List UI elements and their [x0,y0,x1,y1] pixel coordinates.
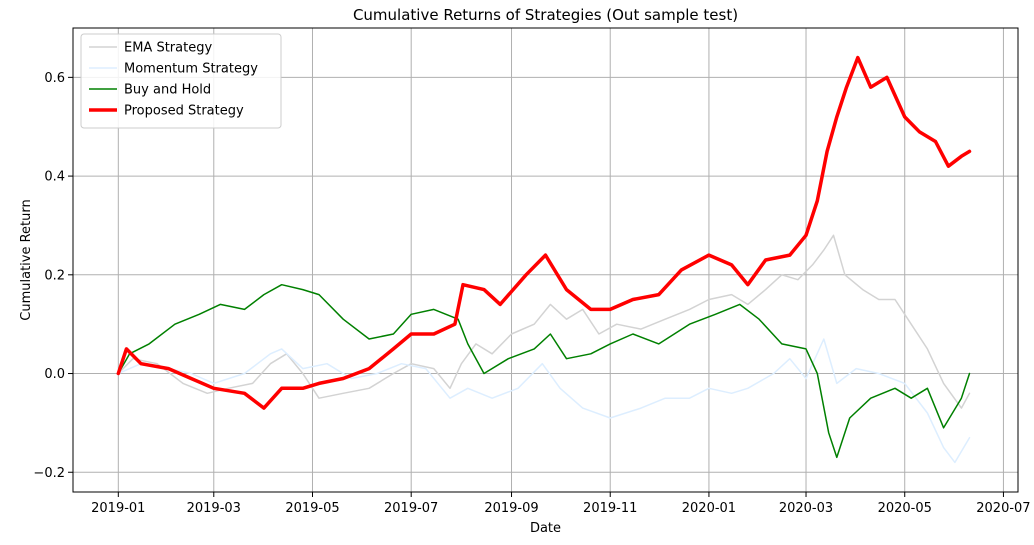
x-tick-label: 2019-01 [91,501,145,516]
x-tick-label: 2020-01 [682,501,736,516]
x-tick-label: 2019-07 [384,501,438,516]
legend-box [80,33,282,129]
legend: EMA Strategy Momentum Strategy Buy and Hol… [80,33,282,129]
series-line-proposed-strategy [116,55,972,410]
y-axis-label: Cumulative Return [19,199,34,320]
x-tick-label: 2020-05 [878,501,932,516]
series-line-momentum-strategy [117,338,971,464]
legend-label: EMA Strategy [124,41,212,56]
legend-label: Momentum Strategy [124,62,258,77]
y-tick-label: 0.4 [44,170,65,185]
series-layer [116,55,972,464]
legend-label: Buy and Hold [124,83,211,98]
x-tick-label: 2019-09 [484,501,538,516]
grid [73,28,1018,492]
x-tick-label: 2020-07 [976,501,1030,516]
x-tick-label: 2020-03 [779,501,833,516]
y-axis: −0.2 0.0 0.2 0.4 0.6 [33,71,73,481]
x-tick-label: 2019-03 [187,501,241,516]
x-axis-label: Date [530,521,561,536]
x-axis: 2019-01 2019-03 2019-05 2019-07 2019-09 2019-… [91,492,1031,516]
x-tick-label: 2019-11 [583,501,637,516]
x-tick-label: 2019-05 [285,501,339,516]
y-tick-label: −0.2 [33,466,65,481]
series-line-buy-and-hold [117,283,971,459]
chart-title: Cumulative Returns of Strategies (Out sa… [353,6,738,24]
series-line-ema-strategy [117,234,971,409]
y-tick-label: 0.2 [44,268,65,283]
y-tick-label: 0.6 [44,71,65,86]
plot-frame [72,27,1019,493]
y-tick-label: 0.0 [44,367,65,382]
legend-label: Proposed Strategy [124,104,244,119]
